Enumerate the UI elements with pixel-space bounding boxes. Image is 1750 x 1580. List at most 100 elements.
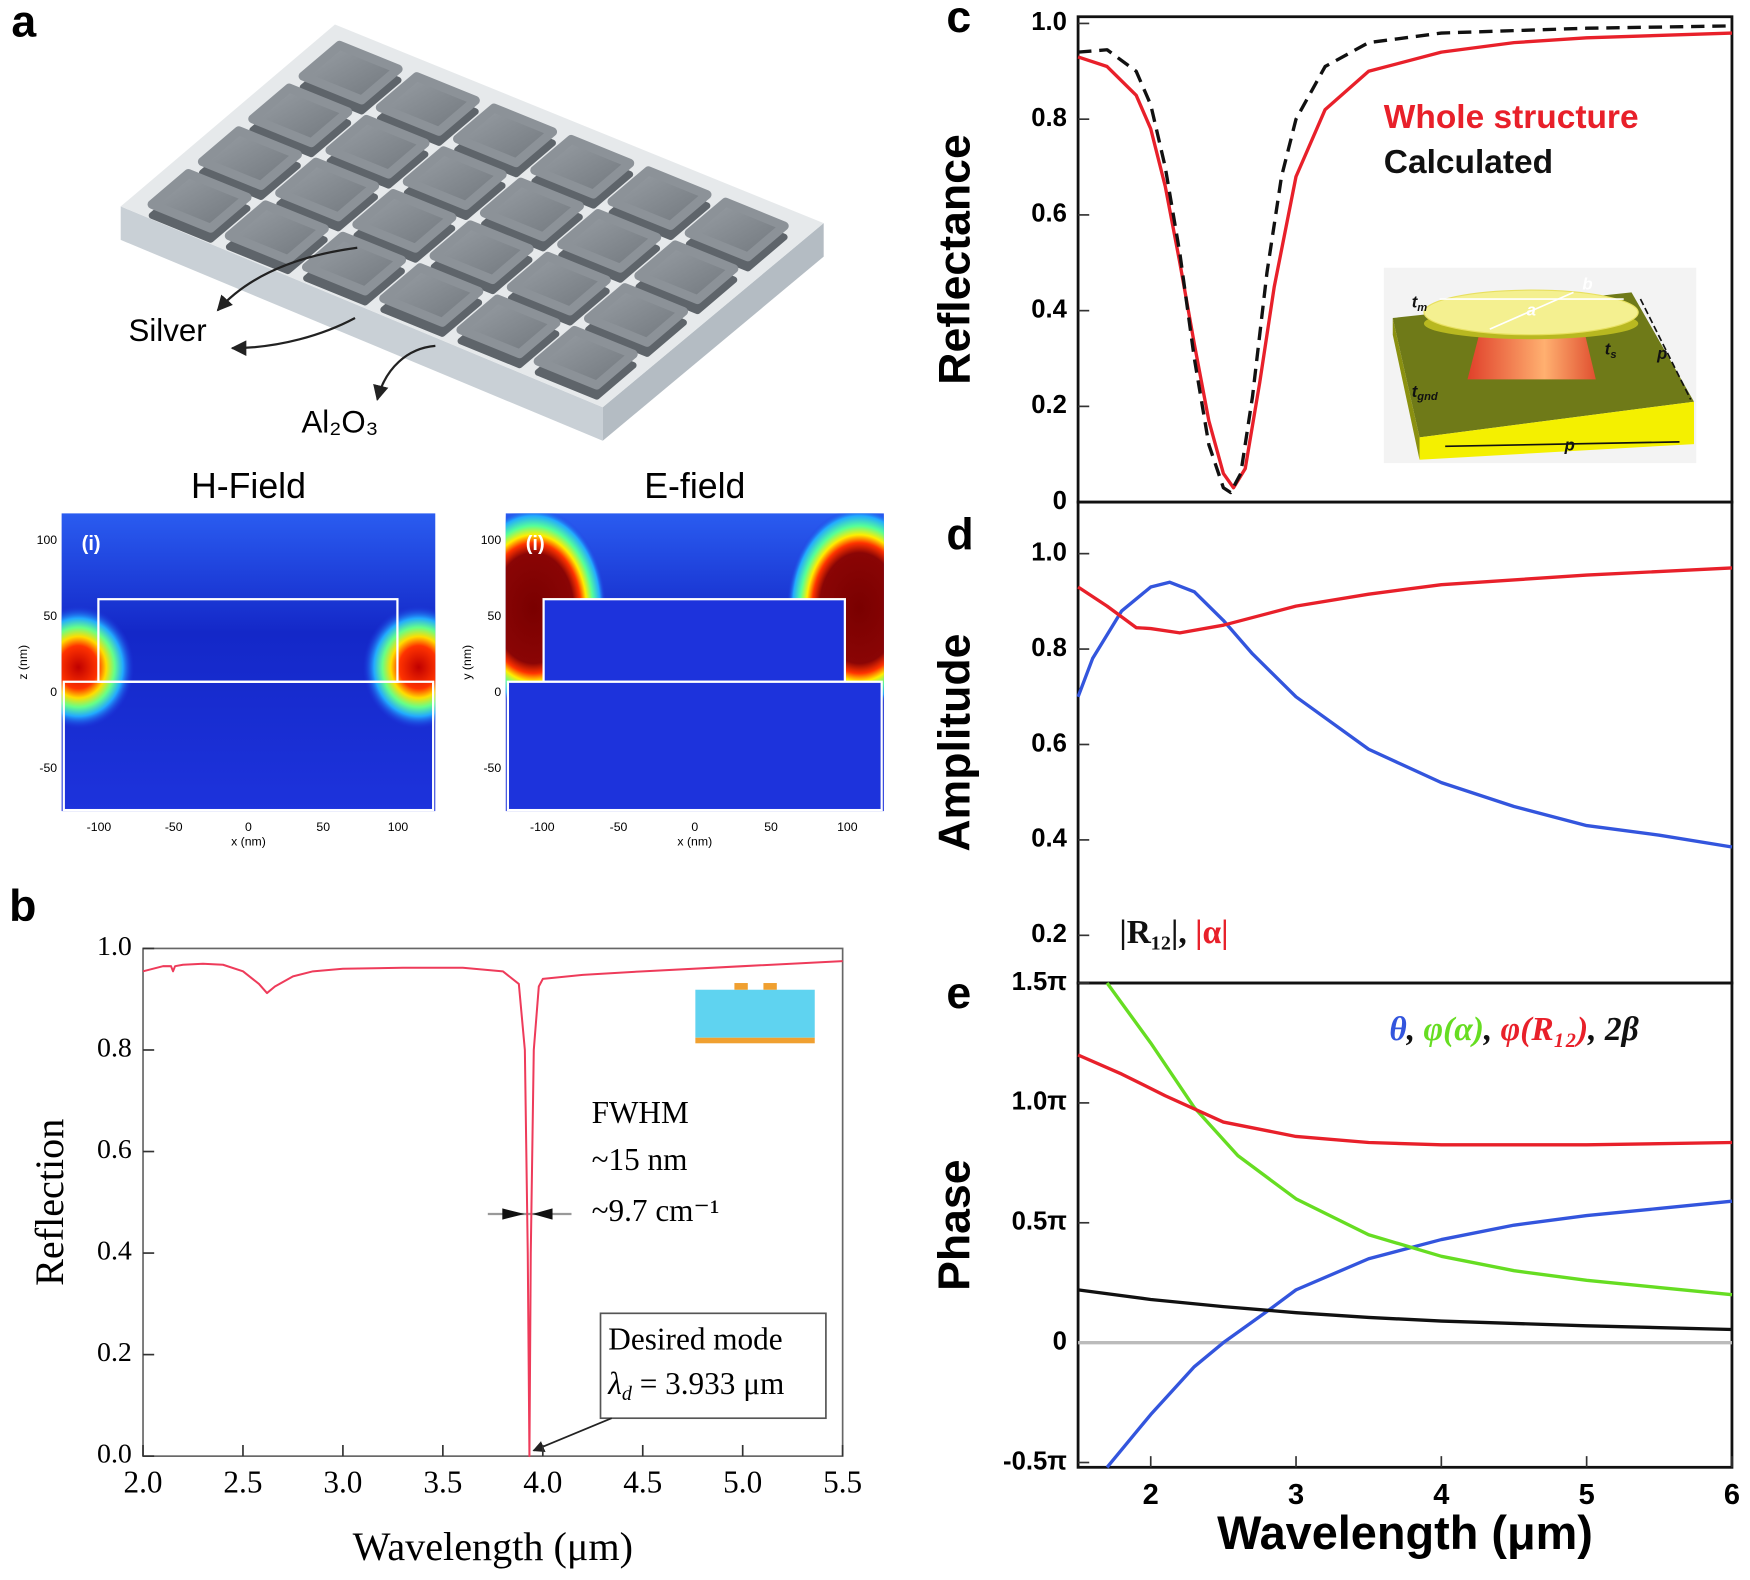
pad [275,157,380,222]
y-tick-label: 0 [1053,487,1067,515]
legend-separator: , [1178,914,1195,951]
inset-label: tgnd [1412,382,1438,403]
y-axis-label: Amplitude [930,633,979,851]
y-tick-label: 1.0π [1012,1088,1067,1116]
inset-label: ts [1605,340,1617,361]
y-axis-label: Reflection [27,1119,72,1286]
series-line [1105,982,1733,1297]
x-tick-label: 5.5 [823,1464,862,1499]
series-line [1077,1053,1732,1147]
panel-letter: d [946,511,973,560]
inset-label: a [1527,301,1536,320]
symbol: b [1582,275,1592,294]
x-tick-label: 4.0 [523,1464,562,1499]
pad [325,114,430,179]
y-tick-label: 0.2 [1031,391,1067,419]
y-tick-label: 0.0 [97,1439,132,1470]
y-tick-label: 0.6 [97,1134,132,1165]
y-axis-label: Phase [930,1159,979,1290]
series-line [1105,1199,1733,1469]
series-line [1077,24,1732,495]
y-tick-label: 0.8 [97,1032,132,1063]
symbol: p [1564,436,1575,455]
panel-letter: b [9,882,36,931]
legend: |R₁₂|, |α| [1119,914,1228,951]
y-tick-label: 0 [50,685,57,699]
series-line [1077,1288,1732,1332]
h-field-map [61,513,436,812]
series-line [1077,566,1733,635]
legend-entry: φ(α) [1424,1011,1484,1048]
x-axis-label: Wavelength (μm) [1217,1507,1593,1559]
material-label: Silver [129,313,207,348]
symbol: t [1412,382,1419,401]
pad [197,126,302,190]
pad [302,231,407,296]
subscript: gnd [1416,391,1438,403]
annotation: ~9.7 cm⁻¹ [592,1193,720,1228]
y-tick-label: -0.5π [1003,1447,1067,1475]
series-line [1077,1053,1732,1147]
subscript: d [622,1382,633,1404]
legend-entry: |α| [1195,914,1228,951]
y-tick-label: 0.4 [1031,295,1067,323]
pad [634,240,739,305]
map-label: (i) [526,533,545,555]
legend-entry: φ(R₁₂) [1501,1011,1589,1048]
pad [352,189,457,253]
y-axis-label: y (nm) [460,645,474,680]
fwhm-marker [487,1208,827,1452]
plot-frame [142,947,844,1457]
y-tick-label: -50 [39,761,57,775]
panel-letter: c [946,0,971,42]
x-axis-label: x (nm) [231,835,266,849]
series-line [1076,580,1733,849]
x-tick-label: 50 [764,820,778,834]
pad [479,177,584,242]
legend-entry: |R₁₂| [1119,914,1178,951]
series-line [142,960,843,1458]
pad [584,283,689,347]
x-axis-label: x (nm) [677,835,712,849]
inset-label: tm [1412,293,1428,314]
y-tick-label: 0 [1053,1327,1067,1355]
legend: θ, φ(α), φ(R₁₂), 2β [1389,1011,1638,1048]
symbol: λ [607,1366,622,1401]
slab-side [602,223,824,441]
x-tick-label: 5.0 [723,1464,762,1499]
panel-letter: e [946,969,971,1018]
pad [379,263,484,327]
b-inset [695,983,815,1044]
pad [506,251,611,316]
y-tick-label: 0.2 [97,1337,132,1368]
series-line [1105,982,1733,1297]
map-title: E-field [644,466,745,506]
legend-entry: Whole structure [1384,99,1639,136]
y-tick-label: 0.8 [1031,104,1067,132]
pad [429,220,534,285]
symbol: p [1656,344,1667,363]
x-tick-label: -50 [165,820,183,834]
map-title: H-Field [191,466,306,506]
y-tick-label: 0.6 [1031,200,1067,228]
y-tick-label: 0.4 [97,1235,132,1266]
annotation-text: = 3.933 μm [632,1366,784,1401]
arrow [373,344,436,401]
x-tick-label: 3 [1288,1479,1304,1511]
symbol: t [1412,293,1419,312]
inset-label: b [1582,275,1592,294]
y-tick-label: 0.4 [1031,825,1067,853]
y-tick-label: 0.2 [1031,920,1067,948]
y-tick-label: 100 [37,533,58,547]
legend-entry: 2β [1604,1011,1639,1048]
pad [224,200,329,265]
e-field-map [505,513,884,812]
inset-label: p [1564,436,1575,455]
pad [456,294,561,359]
x-tick-label: 50 [316,820,330,834]
arrow [216,246,358,312]
series-line [1077,1288,1732,1332]
x-tick-label: 100 [837,820,858,834]
x-tick-label: -50 [610,820,628,834]
